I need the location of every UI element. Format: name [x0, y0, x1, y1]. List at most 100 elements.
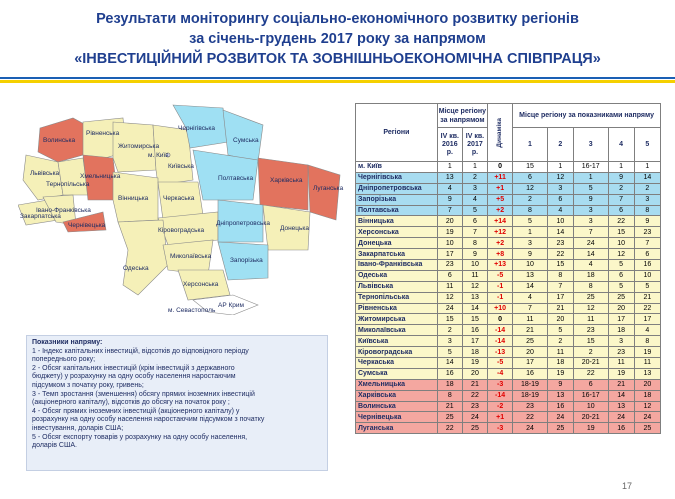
region-sumska: [222, 109, 264, 163]
value-cell: 22: [512, 411, 548, 424]
value-cell: 4: [633, 324, 662, 337]
value-cell: 4: [512, 291, 548, 304]
value-cell: 15: [572, 335, 609, 348]
value-cell: 20: [436, 215, 463, 228]
table-row: Харківська 8 22 -14 18-19 13 16-17 14 18: [355, 389, 662, 402]
table-row: Рівненська 24 14 +10 7 21 12 20 22: [355, 302, 662, 315]
legend-item: 1 - Індекс капітальних інвестицій, відсо…: [32, 347, 249, 355]
label-cherkaska: Черкаська: [163, 195, 195, 202]
value-cell: 11: [546, 346, 574, 359]
table-row: Кіровоградська 5 18 -13 20 11 2 23 19: [355, 346, 662, 359]
value-cell: 5: [546, 324, 574, 337]
dynamics-cell: +13: [487, 259, 514, 271]
header-dynamics: Динаміка: [487, 103, 514, 162]
region-zhytomyrska: [112, 121, 157, 173]
value-cell: 12: [607, 248, 635, 261]
value-cell: 23: [572, 324, 609, 337]
label-ternopilska: Тернопільська: [46, 180, 90, 188]
table-row: Миколаївська 2 16 -14 21 5 23 18 4: [355, 324, 662, 337]
value-cell: 7: [607, 193, 635, 206]
value-cell: 3: [607, 335, 635, 348]
value-cell: 15: [607, 226, 635, 239]
label-vinnytska: Вінницька: [118, 194, 149, 202]
value-cell: 18: [572, 269, 609, 282]
table-row: Херсонська 19 7 +12 1 14 7 15 23: [355, 226, 662, 239]
value-cell: 22: [607, 215, 635, 228]
region-cell: Закарпатська: [355, 248, 438, 261]
table-row: Луганська 22 25 -3 24 25 19 16 25: [355, 422, 662, 435]
value-cell: 6: [572, 378, 609, 391]
label-ivanofrankivska: Івано-Франківська: [36, 206, 91, 214]
title-line-1: Результати моніторингу соціально-економі…: [96, 11, 579, 27]
value-cell: 1: [546, 161, 574, 173]
value-cell: 2: [436, 324, 463, 337]
region-cell: Донецька: [355, 237, 438, 250]
value-cell: 20-21: [572, 411, 609, 424]
title-line-3: «ІНВЕСТИЦІЙНИЙ РОЗВИТОК ТА ЗОВНІШНЬОЕКОН…: [74, 51, 601, 67]
value-cell: 24: [461, 411, 489, 424]
title-line-2: за січень-грудень 2017 року за напрямом: [189, 31, 486, 47]
value-cell: 23: [512, 400, 548, 413]
legend-item: попереднього року;: [32, 356, 96, 364]
value-cell: 12: [546, 171, 574, 184]
value-cell: 24: [512, 422, 548, 435]
region-cell: Вінницька: [355, 215, 438, 228]
region-dnipropetrovska: [217, 199, 264, 243]
value-cell: 9: [633, 215, 662, 228]
regions-table: Регіони Місце регіону за напрямом Динамі…: [355, 103, 662, 435]
legend-item: бюджету) у розрахунку на одну особу насе…: [32, 373, 236, 381]
value-cell: 18: [436, 378, 463, 391]
label-sumska: Сумська: [233, 137, 259, 144]
value-cell: 7: [546, 280, 574, 293]
value-cell: 5: [633, 280, 662, 293]
region-odeska: [117, 219, 169, 296]
region-cell: Чернівецька: [355, 411, 438, 424]
value-cell: 1: [607, 161, 635, 173]
value-cell: 11: [461, 269, 489, 282]
value-cell: 23: [633, 226, 662, 239]
value-cell: 6: [512, 171, 548, 184]
value-cell: 21: [461, 378, 489, 391]
value-cell: 24: [633, 411, 662, 424]
value-cell: 7: [436, 204, 463, 217]
value-cell: 19: [546, 367, 574, 380]
region-cell: Херсонська: [355, 226, 438, 239]
header-q4-2016: IV кв. 2016 р.: [436, 127, 463, 162]
region-cell: Сумська: [355, 367, 438, 380]
table-row: Полтавська 7 5 +2 8 4 3 6 8: [355, 204, 662, 217]
value-cell: 5: [512, 215, 548, 228]
value-cell: 8: [546, 269, 574, 282]
value-cell: 12: [572, 302, 609, 315]
value-cell: 2: [607, 182, 635, 195]
value-cell: 25: [461, 422, 489, 435]
dynamics-cell: +2: [487, 237, 514, 250]
table-row: Чернівецька 25 24 +1 22 24 20-21 24 24: [355, 411, 662, 424]
label-ark: АР Крим: [218, 302, 245, 309]
value-cell: 22: [572, 367, 609, 380]
value-cell: 17: [512, 357, 548, 369]
value-cell: 4: [572, 259, 609, 271]
region-cell: Львівська: [355, 280, 438, 293]
value-cell: 18-19: [512, 378, 548, 391]
dynamics-cell: -1: [487, 280, 514, 293]
value-cell: 10: [572, 400, 609, 413]
label-luhanska: Луганська: [313, 185, 344, 192]
value-cell: 2: [633, 182, 662, 195]
value-cell: 20: [461, 367, 489, 380]
value-cell: 7: [512, 302, 548, 315]
value-cell: 2: [546, 335, 574, 348]
table-row: Хмельницька 18 21 -3 18-19 9 6 21 20: [355, 378, 662, 391]
value-cell: 9: [572, 193, 609, 206]
table-row: Донецька 10 8 +2 3 23 24 10 7: [355, 237, 662, 250]
label-odeska: Одеська: [123, 265, 149, 272]
value-cell: 19: [461, 357, 489, 369]
value-cell: 12: [633, 400, 662, 413]
label-poltavska: Полтавська: [218, 175, 253, 182]
value-cell: 15: [461, 313, 489, 326]
table-row: Черкаська 14 19 -5 17 18 20-21 11 11: [355, 357, 662, 369]
label-kyiv: м. Київ: [148, 152, 169, 159]
value-cell: 11: [436, 280, 463, 293]
value-cell: 17: [546, 291, 574, 304]
header-regions: Регіони: [355, 103, 438, 162]
header-ind-5: 5: [633, 127, 662, 162]
